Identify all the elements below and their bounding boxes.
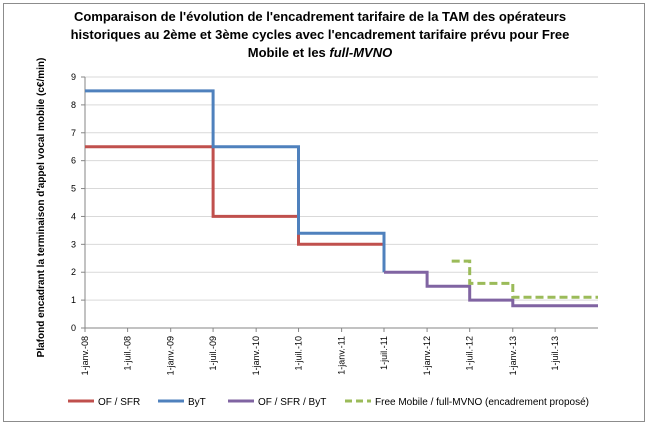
- y-axis-title: Plafond encadrant la terminaison d'appel…: [36, 58, 47, 358]
- x-tick-label: 1-juil.-08: [123, 336, 133, 371]
- y-tick-label: 8: [71, 100, 76, 110]
- chart-title: Comparaison de l'évolution de l'encadrem…: [40, 8, 600, 62]
- y-tick-label: 4: [71, 211, 76, 221]
- y-tick-label: 2: [71, 267, 76, 277]
- x-tick-label: 1-juil.-11: [379, 336, 389, 370]
- x-tick-label: 1-janv.-12: [422, 336, 432, 375]
- y-tick-label: 0: [71, 323, 76, 333]
- chart-title-line-1: Comparaison de l'évolution de l'encadrem…: [73, 9, 567, 24]
- legend-label-4: Free Mobile / full-MVNO (encadrement pro…: [375, 397, 589, 408]
- y-tick-label: 9: [71, 72, 76, 82]
- x-tick-label: 1-juil.-12: [465, 336, 475, 371]
- chart-title-line-3-prefix: Mobile et les: [247, 45, 330, 60]
- series-line-3: [384, 270, 598, 308]
- chart-title-line-3-italic: full-MVNO: [329, 45, 393, 60]
- x-tick-label: 1-janv.-13: [508, 336, 518, 375]
- legend-label-1: OF / SFR: [98, 397, 140, 408]
- chart-frame: [3, 3, 645, 422]
- series-line-1: [85, 145, 384, 246]
- legend: OF / SFR ByT OF / SFR / ByT Free Mobile / f…: [68, 397, 589, 408]
- x-tick-label: 1-juil.-13: [550, 336, 560, 371]
- y-tick-label: 7: [71, 128, 76, 138]
- x-tick-label: 1-janv.-10: [251, 336, 261, 375]
- x-tick-label: 1-juil.-10: [294, 336, 304, 371]
- chart-title-line-3: Mobile et les full-MVNO: [40, 44, 600, 62]
- x-tick-label: 1-janv.-09: [166, 336, 176, 375]
- y-tick-label: 6: [71, 156, 76, 166]
- grid-layer: [85, 76, 598, 301]
- chart-title-line-2: historiques au 2ème et 3ème cycles avec …: [70, 27, 570, 42]
- series-line-4: [451, 259, 598, 299]
- legend-label-2: ByT: [188, 397, 206, 408]
- y-tick-label: 1: [71, 295, 76, 305]
- y-tick-label: 3: [71, 239, 76, 249]
- axes-layer: 0 1 2 3 4 5 6 7 8 9 1-janv.-08 1-juil.-08 1-janv.-09…: [36, 58, 598, 375]
- series-layer: [85, 89, 598, 308]
- x-tick-label: 1-juil.-09: [208, 336, 218, 371]
- x-tick-label: 1-janv.-08: [80, 336, 90, 375]
- legend-label-3: OF / SFR / ByT: [258, 397, 326, 408]
- y-tick-label: 5: [71, 184, 76, 194]
- series-line-2: [85, 89, 386, 273]
- x-tick-label: 1-janv.-11: [337, 336, 347, 375]
